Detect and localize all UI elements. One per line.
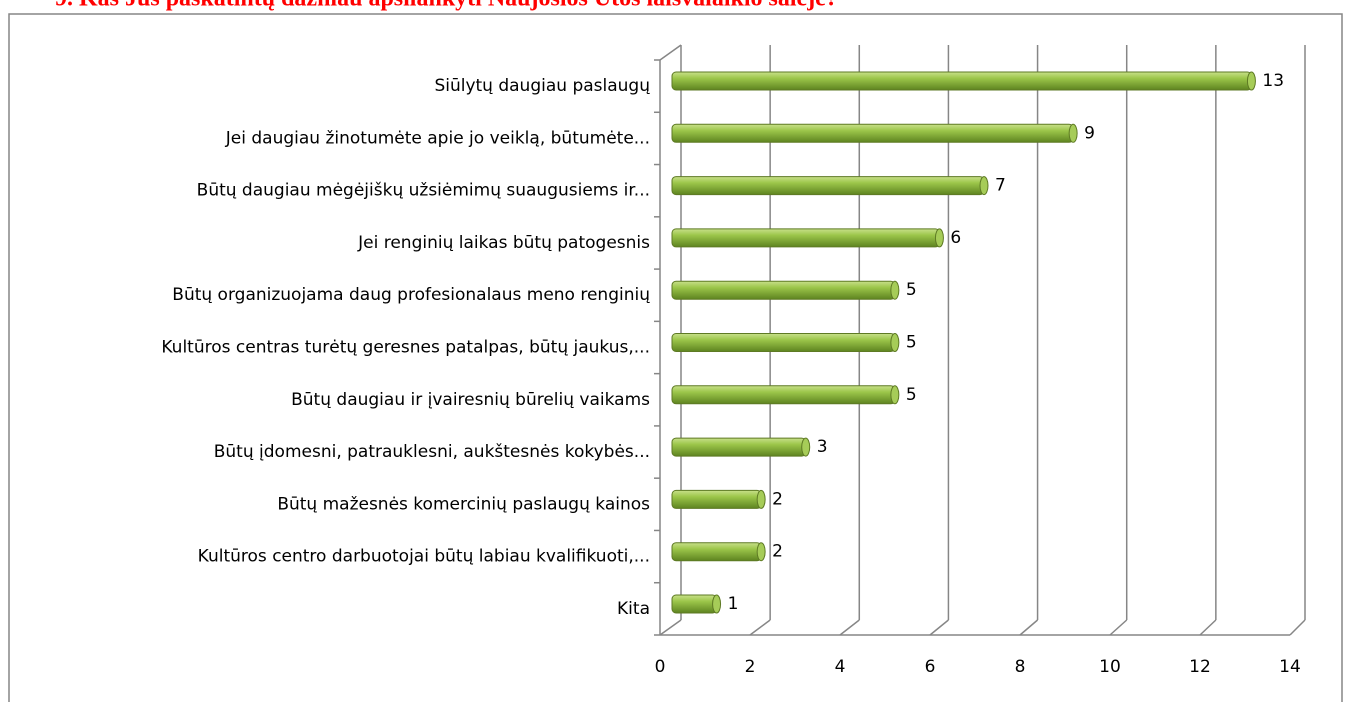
axis-line: [659, 44, 682, 61]
bar: [671, 280, 896, 300]
value-label: 9: [1084, 123, 1095, 143]
bar-cap: [801, 437, 811, 457]
bar-cap: [890, 280, 900, 300]
bar-cap: [712, 594, 722, 614]
x-tick-label: 6: [925, 657, 936, 677]
grid-line: [1289, 619, 1306, 636]
value-label: 1: [728, 594, 739, 614]
y-tick-label: Jei renginių laikas būtų patogesnis: [357, 233, 650, 253]
value-label: 7: [995, 176, 1006, 196]
value-label: 5: [906, 385, 917, 405]
chart-title: 9. Kas Jus paskatintų dažniau apsilankyt…: [55, 0, 838, 12]
y-tick-label: Jei daugiau žinotumėte apie jo veiklą, b…: [225, 128, 650, 148]
y-tick-label: Kultūros centras turėtų geresnes patalpa…: [161, 338, 650, 358]
bar-cap: [934, 228, 944, 248]
value-label: 13: [1262, 71, 1284, 91]
y-tick-label: Būtų organizuojama daug profesionalaus m…: [172, 285, 650, 305]
grid-line: [1109, 619, 1128, 636]
y-tick-label: Kita: [617, 599, 650, 619]
grid-line: [839, 619, 860, 636]
grid-line: [659, 619, 682, 636]
x-tick-label: 12: [1189, 657, 1211, 677]
bar-cap: [979, 176, 989, 196]
x-tick-label: 4: [835, 657, 846, 677]
bar: [671, 71, 1252, 91]
value-label: 6: [950, 228, 961, 248]
bar-cap: [1068, 123, 1078, 143]
bar: [671, 489, 762, 509]
bar: [671, 385, 896, 405]
x-tick-label: 2: [745, 657, 756, 677]
y-tick-label: Kultūros centro darbuotojai būtų labiau …: [198, 547, 650, 567]
grid-line: [749, 619, 771, 636]
x-tick-label: 8: [1015, 657, 1026, 677]
y-tick-label: Būtų įdomesni, patrauklesni, aukštesnės …: [214, 442, 650, 462]
y-tick-label: Būtų daugiau ir įvairesnių būrelių vaika…: [291, 390, 650, 410]
value-label: 5: [906, 280, 917, 300]
value-label: 2: [772, 489, 783, 509]
value-label: 3: [817, 437, 828, 457]
x-tick-label: 0: [655, 657, 666, 677]
y-tick-label: Siūlytų daugiau paslaugų: [434, 76, 650, 96]
bar: [671, 333, 896, 352]
bar-cap: [890, 385, 900, 405]
bar: [671, 542, 762, 562]
grid-line: [1199, 619, 1217, 636]
bar: [671, 123, 1074, 143]
grid-line: [929, 619, 949, 636]
bar: [671, 437, 807, 457]
value-label: 2: [772, 542, 783, 562]
x-tick-label: 14: [1279, 657, 1301, 677]
bar: [671, 228, 940, 248]
bar-cap: [756, 489, 766, 509]
bar-cap: [1246, 71, 1256, 91]
bar-cap: [890, 333, 900, 352]
y-tick-label: Būtų daugiau mėgėjiškų užsiėmimų suaugus…: [197, 181, 650, 201]
bar: [671, 594, 718, 614]
chart-frame: [8, 13, 1343, 702]
x-tick-label: 10: [1099, 657, 1121, 677]
bar: [671, 176, 985, 196]
y-tick-label: Būtų mažesnės komercinių paslaugų kainos: [277, 494, 650, 514]
bar-cap: [756, 542, 766, 562]
value-label: 5: [906, 333, 917, 353]
grid-line: [1019, 619, 1039, 636]
